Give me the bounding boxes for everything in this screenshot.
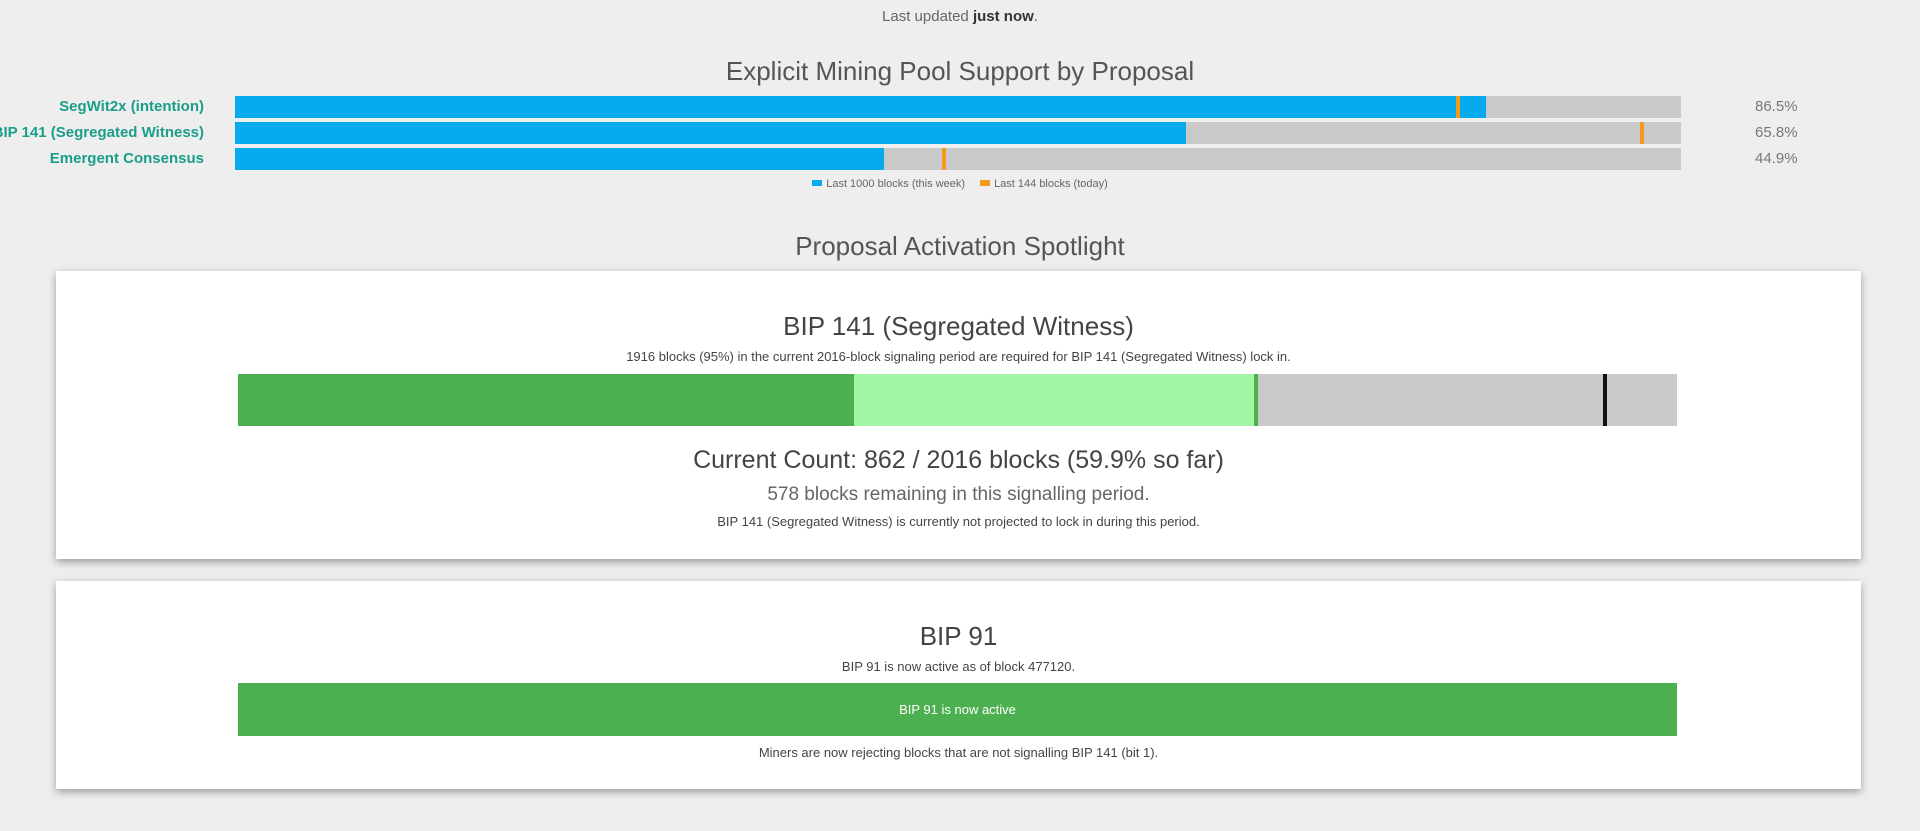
bip141-requirement: 1916 blocks (95%) in the current 2016-bl… xyxy=(626,349,1291,364)
pool-percent-segwit2x: 86.5% xyxy=(1755,98,1798,115)
pool-label-bip141[interactable]: BIP 141 (Segregated Witness) xyxy=(0,124,204,141)
bip141-card: BIP 141 (Segregated Witness) 1916 blocks… xyxy=(56,271,1861,559)
bip91-active-bar: BIP 91 is now active xyxy=(238,683,1677,736)
spotlight-title: Proposal Activation Spotlight xyxy=(795,231,1125,261)
pool-label-emergent-consensus[interactable]: Emergent Consensus xyxy=(49,150,204,167)
today-marker xyxy=(1639,122,1644,144)
pool-support-title: Explicit Mining Pool Support by Proposal xyxy=(725,56,1195,86)
last-updated-suffix: . xyxy=(1033,8,1038,25)
last-updated-value: just now xyxy=(972,8,1034,25)
last-updated-prefix: Last updated xyxy=(882,8,973,25)
bip91-footer: Miners are now rejecting blocks that are… xyxy=(758,745,1159,760)
current-count: Current Count: 862 / 2016 blocks (59.9% … xyxy=(693,446,1224,474)
pool-row-bip141: BIP 141 (Segregated Witness) 65.8% xyxy=(0,122,1920,144)
pool-percent-bip141: 65.8% xyxy=(1755,124,1798,141)
pool-bar-segwit2x xyxy=(235,96,1681,118)
projected-segment xyxy=(853,374,1259,426)
legend-swatch-week xyxy=(812,180,823,186)
bip91-card: BIP 91 BIP 91 is now active as of block … xyxy=(56,581,1861,789)
week-fill xyxy=(235,96,1486,118)
week-fill xyxy=(235,148,885,170)
week-fill xyxy=(235,122,1187,144)
pool-row-emergent-consensus: Emergent Consensus 44.9% xyxy=(0,148,1920,170)
legend-item-today: Last 144 blocks (today) xyxy=(980,178,1108,190)
counted-segment xyxy=(238,374,854,426)
legend-item-week: Last 1000 blocks (this week) xyxy=(812,178,965,190)
bip91-title: BIP 91 xyxy=(919,621,998,651)
bip141-progress-bar xyxy=(238,374,1677,426)
pool-bar-emergent-consensus xyxy=(235,148,1681,170)
legend-label-week: Last 1000 blocks (this week) xyxy=(826,178,965,190)
pool-bar-bip141 xyxy=(235,122,1681,144)
today-marker xyxy=(1456,96,1461,118)
pool-label-segwit2x[interactable]: SegWit2x (intention) xyxy=(59,98,204,115)
blocks-remaining: 578 blocks remaining in this signalling … xyxy=(767,484,1150,505)
today-marker xyxy=(941,148,946,170)
legend-label-today: Last 144 blocks (today) xyxy=(994,178,1108,190)
pool-row-segwit2x: SegWit2x (intention) 86.5% xyxy=(0,96,1920,118)
pool-percent-emergent-consensus: 44.9% xyxy=(1755,150,1798,167)
legend-swatch-today xyxy=(980,180,991,186)
pool-legend: Last 1000 blocks (this week) Last 144 bl… xyxy=(0,178,1920,190)
bip91-status: BIP 91 is now active as of block 477120. xyxy=(841,659,1076,674)
projection-note: BIP 141 (Segregated Witness) is currentl… xyxy=(717,514,1200,529)
projected-edge-marker xyxy=(1254,374,1259,426)
last-updated: Last updated just now. xyxy=(0,8,1920,25)
bip141-title: BIP 141 (Segregated Witness) xyxy=(783,311,1134,341)
threshold-marker xyxy=(1603,374,1608,426)
